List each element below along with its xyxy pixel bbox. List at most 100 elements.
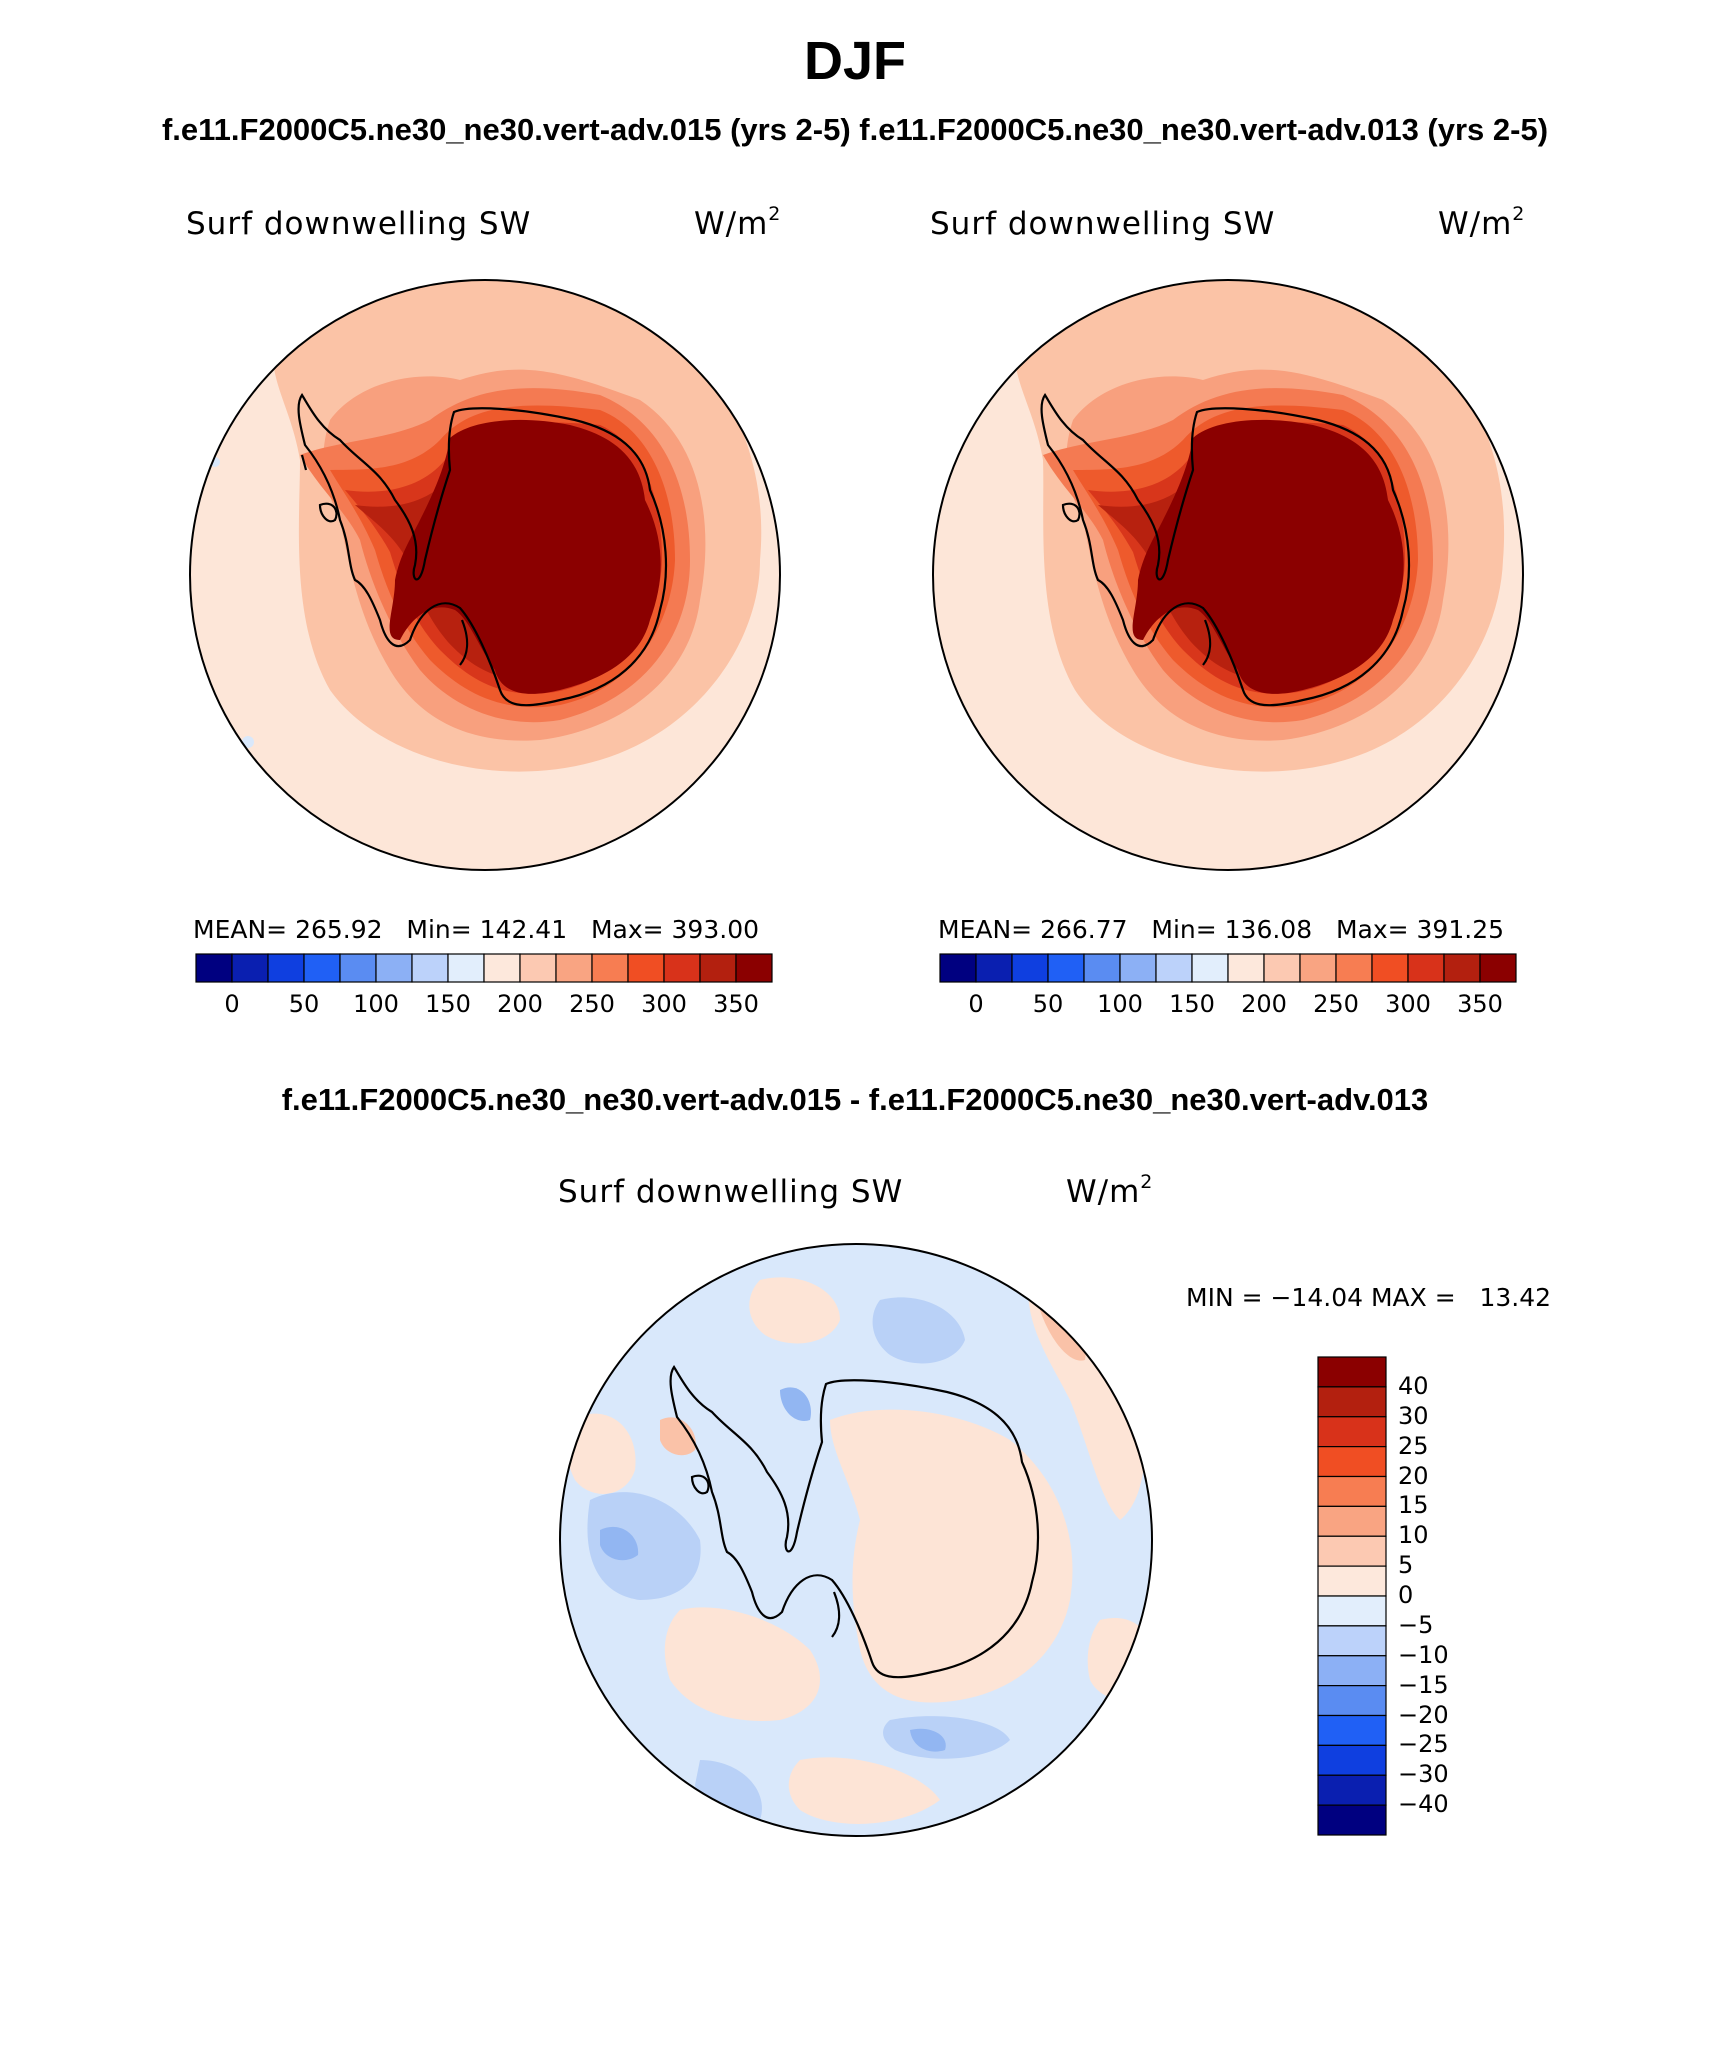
panel2-coastline (1040, 392, 1411, 707)
colorbar-swatch (1317, 1714, 1387, 1746)
colorbar-swatch (1479, 953, 1517, 983)
colorbar-tick-label: 100 (1097, 990, 1143, 1018)
colorbar-tick-label: 250 (1313, 990, 1359, 1018)
colorbar-swatch (1317, 1744, 1387, 1776)
colorbar-tick-label: −30 (1398, 1760, 1449, 1789)
colorbar-swatch (1317, 1595, 1387, 1627)
diff-colorbar (1317, 1356, 1387, 1836)
colorbar-tick-label: 30 (1398, 1401, 1429, 1430)
panel1-coastline (297, 392, 668, 707)
colorbar-tick-label: −15 (1398, 1670, 1449, 1699)
colorbar-swatch (1011, 953, 1049, 983)
colorbar-swatch (939, 953, 977, 983)
colorbar-tick-label: −25 (1398, 1730, 1449, 1759)
colorbar-swatch (1443, 953, 1481, 983)
colorbar-swatch (375, 953, 413, 983)
colorbar-tick-label: 100 (353, 990, 399, 1018)
colorbar-swatch (1335, 953, 1373, 983)
colorbar-swatch (1317, 1535, 1387, 1567)
colorbar-tick-label: 200 (1241, 990, 1287, 1018)
colorbar-swatch (339, 953, 377, 983)
panel2-polar-map (933, 280, 1523, 870)
diff-coastline (669, 1364, 1040, 1679)
panel1-stats: MEAN= 265.92 Min= 142.41 Max= 393.00 (193, 915, 760, 944)
colorbar-swatch (627, 953, 665, 983)
colorbar-tick-label: 0 (968, 990, 984, 1018)
panel1-polar-map (190, 280, 780, 870)
colorbar-swatch (1155, 953, 1193, 983)
panel2-units: W/m2 (1438, 203, 1526, 243)
colorbar-swatch (1407, 953, 1445, 983)
colorbar-tick-label: 0 (224, 990, 240, 1018)
colorbar-tick-label: 350 (713, 990, 759, 1018)
colorbar-swatch (591, 953, 629, 983)
diff-units: W/m2 (1066, 1171, 1154, 1211)
colorbar-tick-label: 150 (1169, 990, 1215, 1018)
colorbar-swatch (267, 953, 305, 983)
panel2-variable-label: Surf downwelling SW (930, 206, 1276, 242)
colorbar-tick-label: 350 (1457, 990, 1503, 1018)
main-title: DJF (803, 31, 906, 91)
colorbar-swatch (1317, 1416, 1387, 1448)
colorbar-swatch (483, 953, 521, 983)
colorbar-tick-label: 150 (425, 990, 471, 1018)
panel1-variable-label: Surf downwelling SW (186, 206, 532, 242)
colorbar-swatch (231, 953, 269, 983)
diff-subtitle: f.e11.F2000C5.ne30_ne30.vert-adv.015 - f… (281, 1082, 1429, 1117)
colorbar-tick-label: 0 (1398, 1581, 1414, 1609)
colorbar-swatch (1317, 1505, 1387, 1537)
colorbar-swatch (303, 953, 341, 983)
colorbar-swatch (663, 953, 701, 983)
colorbar-swatch (1317, 1565, 1387, 1597)
colorbar-swatch (1083, 953, 1121, 983)
colorbar-swatch (519, 953, 557, 983)
colorbar-swatch (1263, 953, 1301, 983)
colorbar-swatch (1317, 1685, 1387, 1717)
colorbar-swatch (1227, 953, 1265, 983)
colorbar-swatch (1317, 1386, 1387, 1418)
colorbar-swatch (1119, 953, 1157, 983)
colorbar-tick-label: 5 (1398, 1551, 1414, 1580)
colorbar-tick-label: −40 (1398, 1790, 1449, 1819)
colorbar-swatch (1317, 1356, 1387, 1388)
colorbar-tick-label: 300 (641, 990, 687, 1018)
panel1-units: W/m2 (694, 203, 782, 243)
colorbar-tick-label: 300 (1385, 990, 1431, 1018)
colorbar-tick-label: 250 (569, 990, 615, 1018)
colorbar-swatch (1317, 1804, 1387, 1836)
colorbar-tick-label: 40 (1398, 1371, 1429, 1400)
colorbar-swatch (447, 953, 485, 983)
colorbar-tick-label: 200 (497, 990, 543, 1018)
colorbar-swatch (1317, 1655, 1387, 1687)
colorbar-swatch (1047, 953, 1085, 983)
colorbar-tick-label: 15 (1398, 1491, 1429, 1520)
colorbar-swatch (1317, 1475, 1387, 1507)
colorbar-swatch (975, 953, 1013, 983)
colorbar-swatch (1317, 1625, 1387, 1657)
colorbar-swatch (1317, 1446, 1387, 1478)
colorbar-swatch (735, 953, 773, 983)
panel2-colorbar (939, 953, 1517, 983)
top-subtitle: f.e11.F2000C5.ne30_ne30.vert-adv.015 (yr… (161, 112, 1549, 147)
colorbar-tick-label: 50 (288, 990, 320, 1018)
colorbar-tick-label: 25 (1398, 1431, 1429, 1460)
diff-map-border (559, 1243, 1153, 1837)
colorbar-swatch (1191, 953, 1229, 983)
colorbar-tick-label: 50 (1032, 990, 1064, 1018)
colorbar-swatch (1299, 953, 1337, 983)
colorbar-tick-label: −20 (1398, 1700, 1449, 1729)
colorbar-swatch (555, 953, 593, 983)
colorbar-tick-label: 20 (1398, 1461, 1429, 1490)
colorbar-swatch (411, 953, 449, 983)
panel1-map-border (189, 279, 781, 871)
colorbar-tick-label: −10 (1398, 1640, 1449, 1669)
colorbar-tick-label: 10 (1398, 1521, 1429, 1550)
colorbar-swatch (699, 953, 737, 983)
panel1-colorbar (195, 953, 773, 983)
colorbar-swatch (1371, 953, 1409, 983)
panel2-stats: MEAN= 266.77 Min= 136.08 Max= 391.25 (938, 915, 1505, 944)
colorbar-tick-label: −5 (1398, 1610, 1434, 1639)
panel2-map-border (932, 279, 1524, 871)
diff-stats: MIN = −14.04 MAX = 13.42 (1186, 1283, 1552, 1312)
